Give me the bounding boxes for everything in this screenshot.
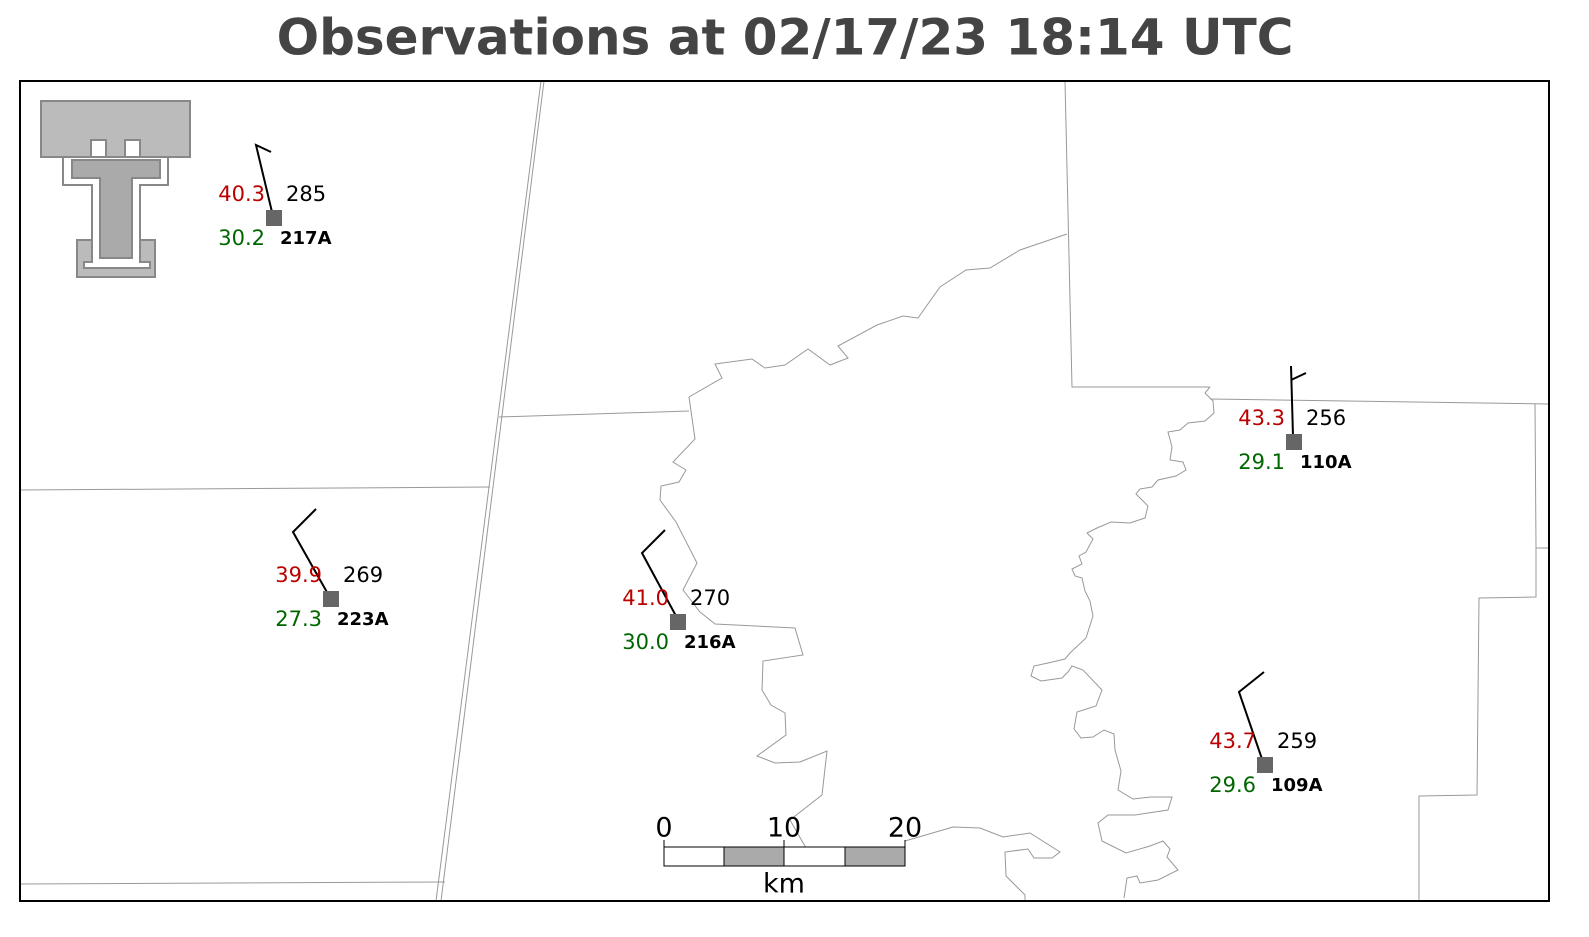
dewpoint: 29.1 — [1238, 450, 1285, 474]
station-id: 110A — [1300, 452, 1352, 473]
station-marker — [670, 614, 686, 630]
wind-barbs — [254, 143, 1307, 760]
station-id: 109A — [1271, 775, 1323, 796]
temperature: 40.3 — [218, 182, 265, 206]
station-id: 223A — [337, 609, 389, 630]
temperature: 41.0 — [622, 586, 669, 610]
station-marker — [1286, 434, 1302, 450]
station-value: 270 — [690, 586, 730, 610]
station-value: 256 — [1306, 406, 1346, 430]
county-borders — [19, 80, 1550, 902]
station-marker — [1257, 757, 1273, 773]
temperature: 39.9 — [275, 563, 322, 587]
station-id: 216A — [684, 632, 736, 653]
station-value: 285 — [286, 182, 326, 206]
station-value: 269 — [343, 563, 383, 587]
temperature: 43.3 — [1238, 406, 1285, 430]
dewpoint: 29.6 — [1209, 773, 1256, 797]
station-value: 259 — [1277, 729, 1317, 753]
dewpoint: 30.2 — [218, 226, 265, 250]
logo — [40, 100, 191, 278]
scale-label: 20 — [888, 813, 922, 844]
station-id: 217A — [280, 228, 332, 249]
scale-label: 10 — [767, 813, 801, 844]
temperature: 43.7 — [1209, 729, 1256, 753]
scale-bar — [663, 840, 906, 867]
map-frame — [19, 80, 1550, 902]
dewpoint: 30.0 — [622, 630, 669, 654]
station-marker — [323, 591, 339, 607]
scale-label: 0 — [655, 813, 672, 844]
scale-unit: km — [763, 869, 805, 900]
station-marker — [266, 210, 282, 226]
map-title: Observations at 02/17/23 18:14 UTC — [277, 9, 1294, 67]
dewpoint: 27.3 — [275, 607, 322, 631]
